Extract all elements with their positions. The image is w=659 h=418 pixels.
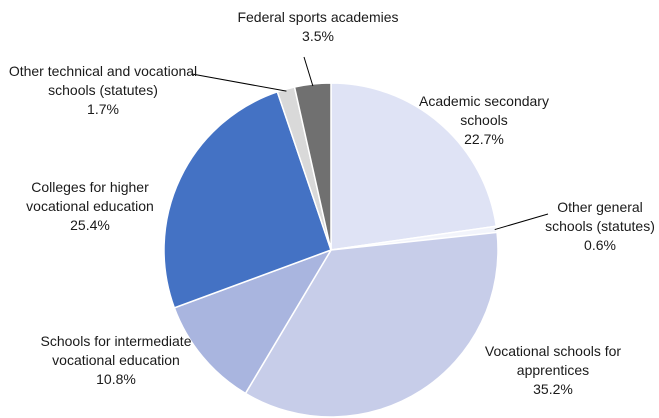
- category-name: Other technical and vocational schools (…: [8, 63, 198, 98]
- pie-slice: [244, 231, 499, 418]
- slice-label: Federal sports academies 3.5%: [218, 8, 418, 46]
- pie-slice: [173, 248, 333, 395]
- value-label: 0.6%: [584, 237, 616, 253]
- slice-label: Other technical and vocational schools (…: [8, 62, 198, 119]
- value-label: 1.7%: [87, 101, 119, 117]
- category-name: Colleges for higher vocational education: [26, 179, 154, 214]
- value-label: 25.4%: [70, 217, 110, 233]
- category-name: Federal sports academies: [237, 9, 399, 25]
- category-name: Schools for intermediate vocational educ…: [40, 333, 192, 368]
- leader-line: [303, 56, 314, 87]
- category-name: Academic secondary schools: [419, 93, 549, 128]
- category-name: Other general schools (statutes): [545, 199, 655, 234]
- leader-line: [494, 213, 549, 231]
- value-label: 3.5%: [302, 28, 334, 44]
- slice-label: Vocational schools for apprentices 35.2%: [478, 342, 628, 399]
- leader-line: [191, 73, 287, 92]
- slice-label: Colleges for higher vocational education…: [10, 178, 170, 235]
- pie-slice: [163, 90, 332, 309]
- slice-label: Academic secondary schools 22.7%: [409, 92, 559, 149]
- value-label: 10.8%: [96, 371, 136, 387]
- category-name: Vocational schools for apprentices: [484, 343, 622, 378]
- pie-slice: [330, 82, 498, 251]
- value-label: 35.2%: [533, 381, 573, 397]
- slice-label: Other general schools (statutes) 0.6%: [540, 198, 659, 255]
- slice-label: Schools for intermediate vocational educ…: [36, 332, 196, 389]
- value-label: 22.7%: [464, 131, 504, 147]
